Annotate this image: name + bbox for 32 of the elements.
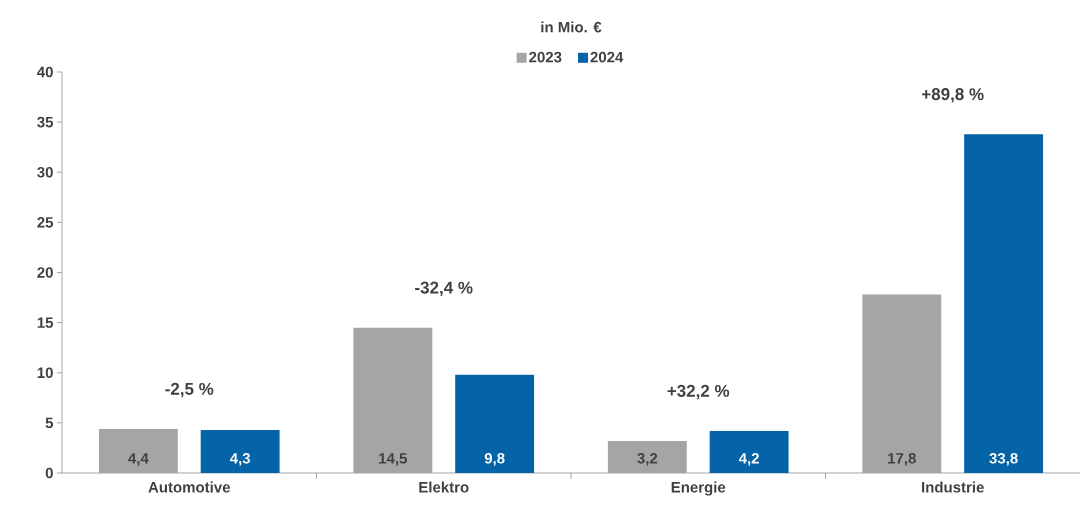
data-label: 33,8	[989, 452, 1018, 466]
annotation: -2,5 %	[165, 382, 214, 398]
data-label: 17,8	[888, 452, 916, 466]
y-tick-label: 0	[45, 467, 53, 479]
annotation: -32,4 %	[415, 281, 473, 297]
annotation: +89,8 %	[922, 88, 984, 103]
data-label: 4,4	[128, 453, 149, 466]
y-tick-label: 5	[45, 417, 54, 429]
legend-label: 2023	[529, 51, 562, 63]
y-tick-label: 35	[37, 116, 54, 128]
x-tick-label: Elektro	[419, 481, 469, 493]
bar	[200, 429, 280, 473]
bar	[709, 430, 789, 473]
annotation: +32,2 %	[667, 384, 730, 400]
data-label: 14,5	[379, 453, 408, 466]
bar	[455, 374, 535, 473]
y-tick-label: 20	[37, 267, 53, 278]
data-label: 3,2	[637, 452, 658, 466]
y-tick-label: 15	[37, 317, 54, 328]
data-label: 9,8	[484, 452, 505, 466]
legend-label: 2024	[590, 51, 624, 63]
y-tick-label: 40	[37, 66, 53, 78]
y-tick-label: 25	[37, 217, 54, 228]
x-tick-label: Automotive	[148, 481, 230, 493]
data-label: 4,2	[738, 452, 759, 466]
y-tick-label: 10	[37, 367, 53, 379]
y-tick-label: 30	[37, 166, 53, 178]
x-tick-label: Industrie	[922, 481, 984, 493]
chart-title: in Mio. €	[541, 21, 602, 33]
data-label: 4,3	[229, 452, 251, 466]
bar	[964, 134, 1044, 473]
x-tick-label: Energie	[671, 481, 726, 496]
